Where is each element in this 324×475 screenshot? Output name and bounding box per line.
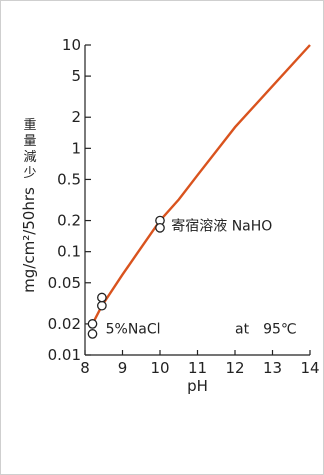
y-tick-label: 0.2 [57, 212, 81, 230]
x-tick-label: 8 [80, 359, 90, 377]
x-tick-label: 9 [118, 359, 128, 377]
y-tick-label: 0.02 [48, 315, 81, 333]
series-line [91, 44, 311, 325]
y-tick-label: 0.01 [48, 346, 81, 364]
x-tick-label: 10 [150, 359, 169, 377]
annotation-label: 寄宿溶液 NaHO [171, 217, 272, 234]
x-axis-label: pH [187, 377, 208, 395]
annotation-label: 5%NaCl [106, 322, 161, 338]
y-tick-label: 5 [71, 67, 81, 85]
data-point [97, 292, 107, 303]
x-tick-label: 12 [225, 359, 244, 377]
x-tick-label: 14 [300, 359, 319, 377]
y-tick-label: 2 [71, 108, 81, 126]
data-point [97, 300, 107, 311]
y-tick-label: 10 [62, 36, 81, 54]
y-tick-label: 0.1 [57, 243, 81, 261]
y-tick-label: 0.05 [48, 274, 81, 292]
annotation-label: at 95℃ [235, 322, 297, 338]
y-tick-label: 1 [71, 139, 81, 157]
data-point [87, 319, 98, 329]
x-tick-label: 11 [188, 359, 207, 377]
y-tick-label: 0.5 [57, 170, 81, 188]
x-tick-label: 13 [263, 359, 282, 377]
data-point [155, 223, 165, 233]
data-point [87, 329, 98, 339]
y-axis-label-jp: 重量減少 [23, 118, 37, 181]
